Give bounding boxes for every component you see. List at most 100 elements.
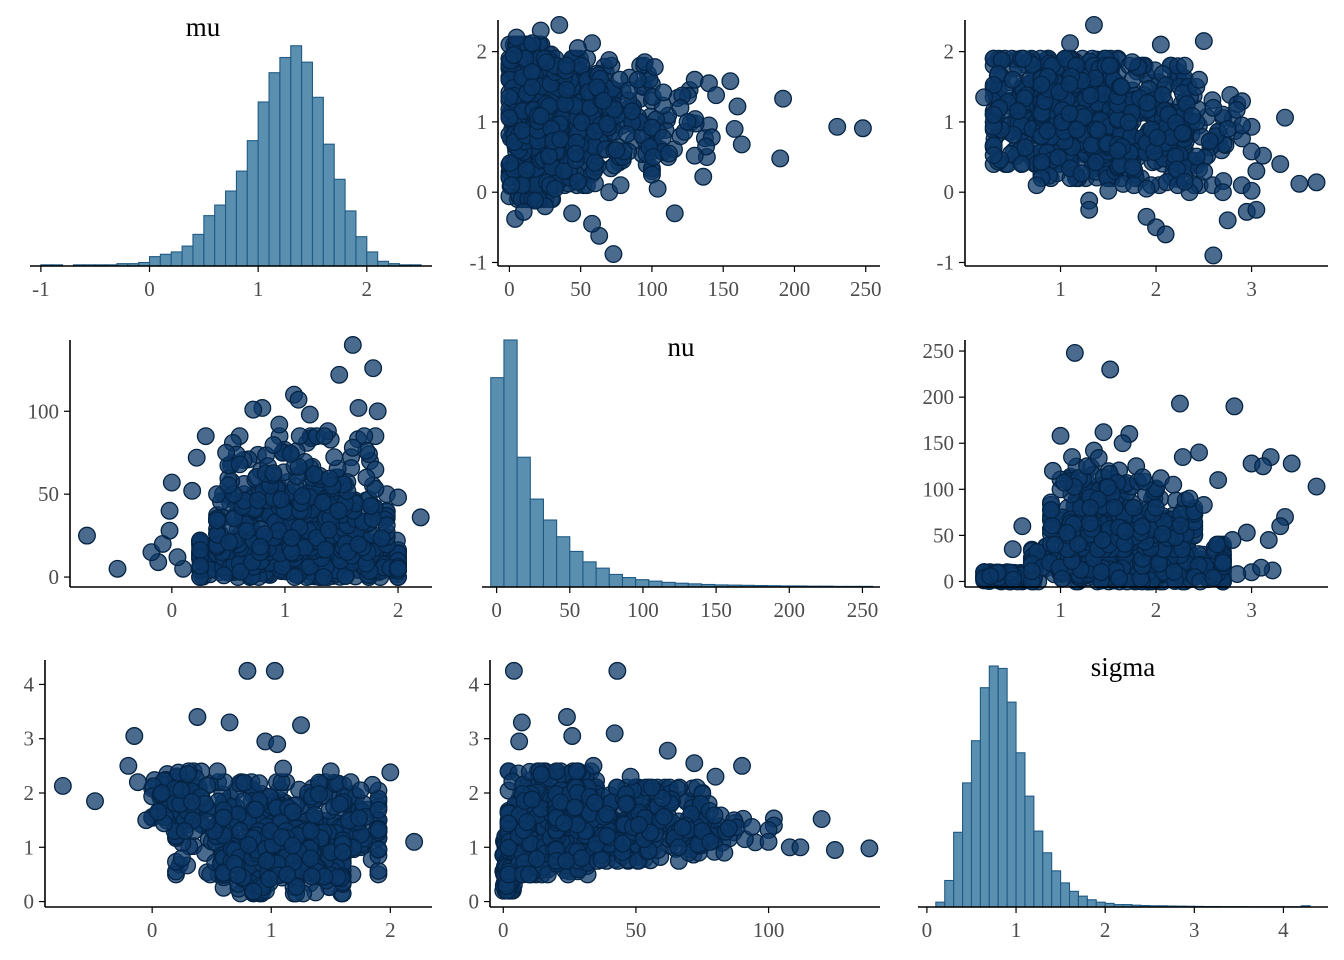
mu-vs-nu-x-tick-label: 200 [779, 277, 811, 301]
nu-vs-sigma-point [1209, 471, 1228, 490]
sigma-vs-mu-point [188, 708, 207, 726]
nu-vs-sigma-point [1063, 448, 1081, 467]
mu-vs-nu-point [531, 21, 550, 40]
nu-vs-sigma-point [1094, 423, 1113, 442]
mu-vs-sigma-point [1038, 121, 1057, 140]
mu-hist-x-tick-label: 2 [362, 277, 373, 301]
nu-vs-sigma-y-tick-label: 150 [923, 431, 955, 455]
nu-vs-mu-y-tick-label: 0 [49, 565, 60, 589]
nu-vs-sigma-point [1058, 524, 1077, 542]
sigma-vs-mu-point [333, 843, 352, 862]
mu-vs-nu-point [732, 135, 751, 154]
sigma-vs-mu-point [265, 661, 284, 680]
nu-vs-sigma-point [1051, 426, 1070, 445]
nu-vs-mu-point [244, 400, 263, 419]
mu-vs-nu-point [774, 89, 793, 108]
mu-vs-sigma-x-tick-label: 1 [1055, 277, 1066, 301]
mu-vs-sigma-x-tick-label: 3 [1246, 277, 1257, 301]
mu-vs-sigma-point [1085, 15, 1103, 34]
nu-vs-sigma-point [1133, 468, 1152, 487]
nu-vs-mu-point [364, 359, 383, 378]
nu-hist-bar [635, 579, 650, 588]
sigma-vs-mu-point [274, 759, 293, 778]
mu-vs-nu-point [728, 97, 747, 116]
nu-vs-mu-point [251, 537, 270, 556]
sigma-vs-mu-point [86, 792, 104, 811]
nu-vs-mu-point [219, 476, 238, 495]
nu-vs-sigma-point [1213, 553, 1232, 572]
mu-vs-sigma-point [1276, 108, 1294, 127]
nu-vs-sigma-point [1116, 522, 1135, 541]
nu-vs-mu-point [272, 490, 291, 509]
nu-vs-sigma-point [1053, 569, 1072, 588]
sigma-vs-mu-point [351, 781, 370, 800]
mu-vs-sigma-point [1108, 141, 1127, 160]
mu-vs-sigma-point [984, 105, 1003, 124]
mu-vs-nu-y-tick-label: 1 [477, 110, 488, 134]
nu-hist-bar [490, 377, 505, 588]
mu-vs-nu-point [771, 149, 790, 168]
mu-vs-nu-point [607, 141, 626, 159]
mu-vs-sigma-y-tick-label: 1 [944, 110, 955, 134]
nu-vs-sigma-point [1004, 570, 1023, 589]
sigma-vs-mu-point [53, 776, 72, 795]
sigma-vs-mu-point [214, 808, 233, 827]
mu-hist-bar [203, 215, 216, 267]
sigma-vs-mu-point [369, 800, 388, 819]
mu-vs-nu-point [611, 176, 630, 195]
nu-vs-mu-point [162, 473, 181, 492]
mu-vs-nu-point [563, 204, 582, 223]
nu-vs-mu-point [290, 427, 309, 446]
nu-hist-bar [529, 498, 545, 588]
sigma-vs-mu-point [128, 773, 147, 792]
mu-vs-nu-point [566, 144, 585, 163]
mu-vs-sigma-point [1156, 225, 1175, 244]
nu-vs-sigma-y-tick-label: 50 [933, 523, 954, 547]
nu-vs-sigma-point [1190, 443, 1208, 462]
mu-vs-nu-point [568, 172, 587, 191]
mu-vs-sigma-point [1049, 148, 1068, 167]
nu-vs-sigma-point [1223, 531, 1242, 549]
mu-hist-bar [246, 140, 259, 267]
mu-vs-nu-point [694, 167, 713, 186]
nu-hist-x-tick-label: 50 [559, 598, 580, 622]
sigma-vs-mu-point [268, 735, 287, 754]
mu-vs-sigma-point [1173, 124, 1192, 142]
mu-vs-nu-x-tick-label: 150 [707, 277, 739, 301]
nu-vs-sigma-point [1101, 360, 1120, 379]
mu-vs-nu-point [526, 191, 545, 210]
nu-hist-bar [542, 519, 558, 588]
nu-hist-bar [595, 567, 610, 588]
sigma-vs-mu-point [208, 762, 227, 781]
mu-vs-sigma-point [1081, 86, 1100, 105]
mu-vs-sigma-point [1016, 138, 1035, 157]
mu-vs-nu-point [665, 204, 684, 223]
sigma-vs-mu-point [175, 822, 194, 840]
mu-vs-nu-point [551, 130, 570, 149]
nu-vs-mu-point [343, 336, 362, 354]
mu-vs-nu-point [604, 245, 623, 264]
mu-vs-sigma-point [1112, 77, 1131, 96]
sigma-vs-mu-y-tick-label: 3 [24, 727, 35, 751]
mu-vs-nu-point [623, 102, 641, 121]
mu-vs-nu-point [546, 179, 564, 198]
nu-hist-bar [516, 456, 531, 588]
mu-vs-sigma-point [1072, 164, 1091, 183]
nu-vs-sigma-point [1208, 535, 1226, 554]
nu-vs-sigma-point [1282, 454, 1301, 473]
mu-vs-nu-x-tick-label: 50 [570, 277, 591, 301]
nu-vs-sigma-point [1092, 563, 1111, 581]
mu-vs-nu-point [678, 112, 697, 131]
nu-vs-sigma-point [1225, 397, 1244, 416]
mu-vs-nu-x-tick-label: 250 [850, 277, 882, 301]
mu-hist-bar [333, 178, 346, 267]
sigma-vs-mu-point [369, 861, 388, 880]
mu-vs-nu-point [671, 98, 690, 117]
mu-hist-x-tick-label: 1 [253, 277, 264, 301]
mu-vs-sigma-y-tick-label: -1 [937, 250, 955, 274]
nu-vs-sigma-point [1043, 461, 1062, 480]
mu-vs-sigma-point [1218, 211, 1237, 230]
mu-vs-sigma-point [1247, 162, 1266, 181]
nu-vs-mu-point [319, 520, 338, 539]
